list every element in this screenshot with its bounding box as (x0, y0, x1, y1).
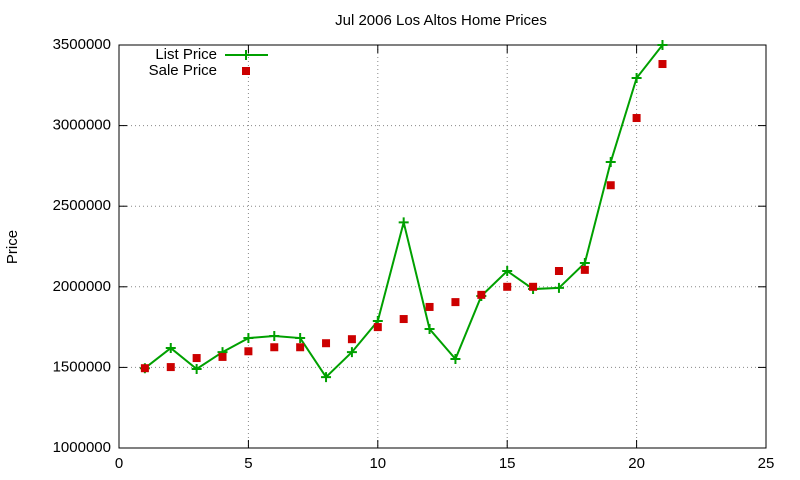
point (321, 372, 332, 383)
point (451, 298, 460, 307)
point (346, 347, 357, 358)
point (632, 114, 641, 123)
plot-border (118, 44, 767, 449)
y-tick-label: 3000000 (53, 117, 111, 134)
point (244, 347, 253, 356)
legend-label: Sale Price (149, 62, 217, 79)
point (398, 217, 409, 228)
legend-label: List Price (155, 46, 217, 63)
point (269, 330, 280, 341)
point (373, 323, 382, 332)
point (347, 335, 356, 344)
point (425, 302, 434, 311)
point (477, 290, 486, 299)
point (631, 73, 642, 84)
point (295, 333, 306, 344)
point (399, 315, 408, 324)
x-tick-label: 20 (628, 455, 645, 472)
point (191, 364, 202, 375)
point (580, 265, 589, 274)
y-tick-label: 1000000 (53, 439, 111, 456)
x-tick-label: 15 (499, 455, 516, 472)
point (140, 364, 149, 373)
point (165, 343, 176, 354)
y-tick-label: 3500000 (53, 36, 111, 53)
point (218, 352, 227, 361)
y-axis-label: Price (4, 230, 21, 264)
point (296, 343, 305, 352)
point (605, 157, 616, 168)
point (553, 282, 564, 293)
point (658, 60, 667, 69)
point (192, 354, 201, 363)
point (606, 181, 615, 190)
point (657, 40, 668, 50)
point (554, 267, 563, 276)
legend-marker (242, 67, 250, 75)
point (503, 282, 512, 291)
y-tick-label: 2500000 (53, 197, 111, 214)
x-tick-label: 5 (244, 455, 252, 472)
x-tick-label: 10 (369, 455, 386, 472)
legend-marker (241, 50, 251, 60)
point (270, 343, 279, 352)
point (166, 363, 175, 372)
point (424, 324, 435, 335)
point (243, 333, 254, 344)
y-tick-label: 2000000 (53, 278, 111, 295)
point (529, 282, 538, 291)
x-tick-label: 0 (115, 455, 123, 472)
y-tick-label: 1500000 (53, 358, 111, 375)
chart-title: Jul 2006 Los Altos Home Prices (335, 12, 547, 29)
series-line (144, 44, 664, 379)
point (502, 266, 513, 277)
x-tick-label: 25 (758, 455, 775, 472)
point (322, 339, 331, 348)
point (450, 354, 461, 365)
